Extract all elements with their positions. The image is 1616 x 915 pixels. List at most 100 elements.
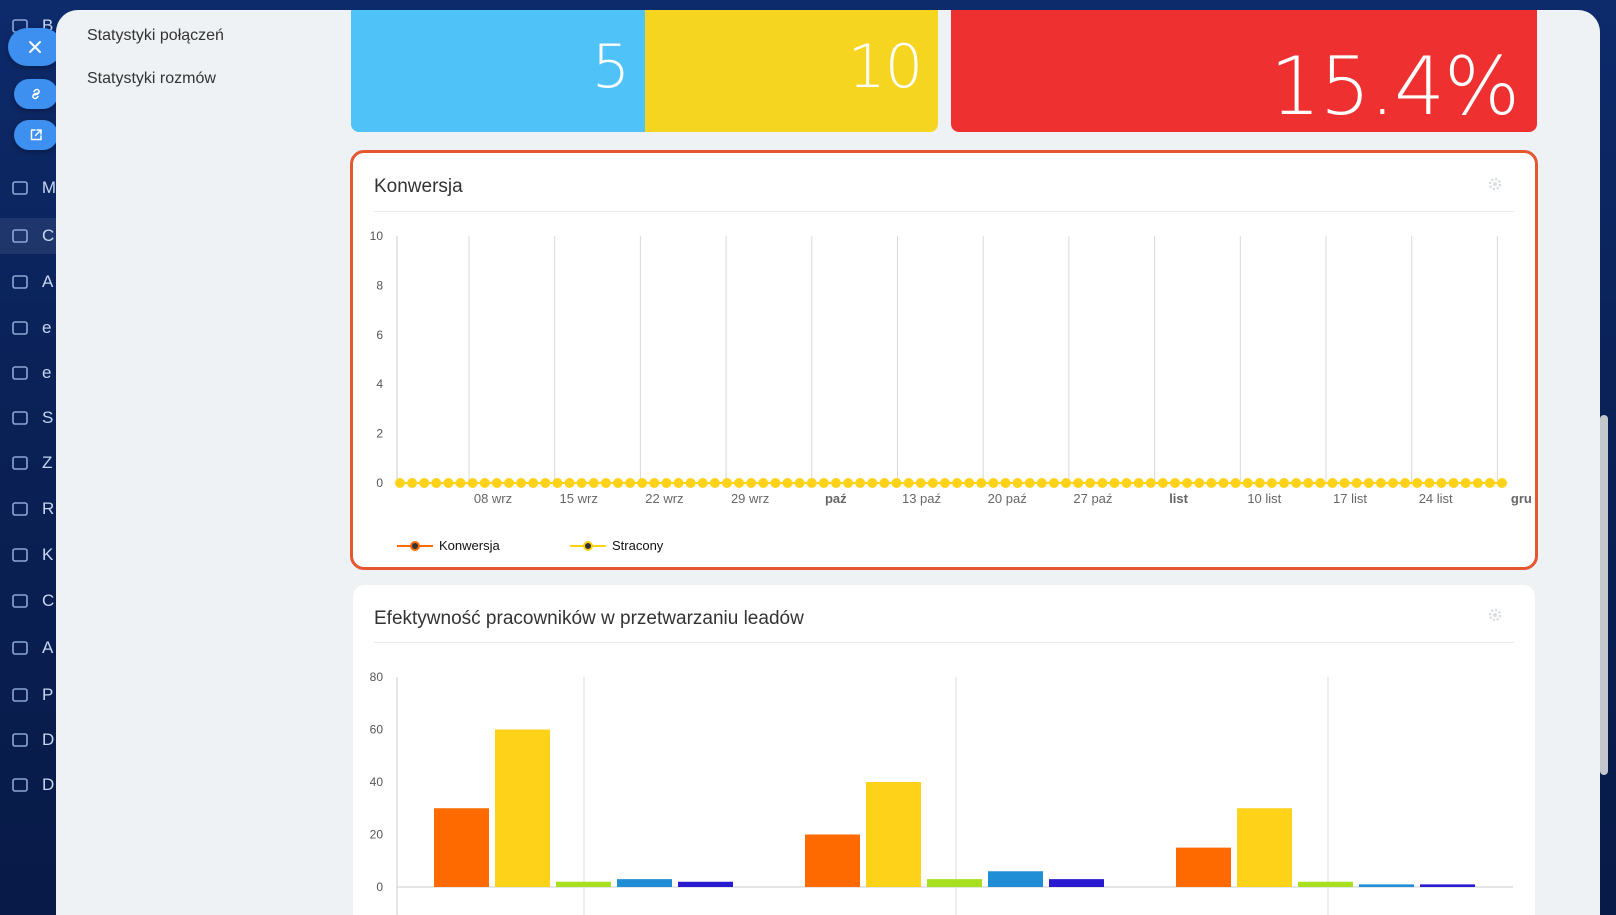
data-point	[1012, 478, 1023, 488]
data-point	[903, 478, 914, 488]
side-menu-item-call-stats[interactable]: Statystyki połączeń	[87, 27, 224, 44]
kpi-value: 10	[847, 32, 923, 102]
bar	[1298, 881, 1353, 887]
data-point	[431, 478, 442, 488]
nav-icon	[8, 543, 32, 567]
nav-icon	[8, 683, 32, 707]
x-tick-label: paź	[825, 491, 847, 506]
data-point	[528, 478, 539, 488]
data-point	[1230, 478, 1241, 488]
x-tick-label: 13 paź	[902, 491, 941, 506]
bar	[617, 879, 672, 887]
close-slider-button[interactable]	[8, 28, 62, 66]
data-point	[988, 478, 999, 488]
bar	[805, 834, 860, 887]
nav-label: B	[42, 16, 54, 35]
efficiency-bar-chart: 0 20 40 60 80	[370, 670, 1513, 915]
nav-icon	[8, 636, 32, 660]
data-point	[770, 478, 781, 488]
data-point	[1375, 478, 1386, 488]
nav-item[interactable]: S	[8, 400, 56, 436]
bar	[988, 871, 1043, 887]
scrollbar-thumb[interactable]	[1600, 415, 1608, 775]
nav-item[interactable]: M	[8, 170, 56, 206]
nav-label: e	[42, 363, 52, 382]
data-point	[952, 478, 963, 488]
bar	[495, 729, 550, 887]
data-point	[516, 478, 527, 488]
data-point	[479, 478, 490, 488]
nav-item[interactable]: K	[8, 537, 56, 573]
nav-icon	[8, 728, 32, 752]
data-point	[1133, 478, 1144, 488]
nav-item[interactable]: A	[8, 264, 56, 300]
data-point	[588, 478, 599, 488]
data-point	[867, 478, 878, 488]
gear-icon[interactable]	[1487, 607, 1503, 623]
data-point	[661, 478, 672, 488]
open-new-window-button[interactable]	[14, 120, 58, 150]
nav-item[interactable]: e	[8, 310, 56, 346]
link-icon	[32, 88, 40, 100]
nav-label: D	[42, 775, 55, 794]
gear-icon[interactable]	[1487, 176, 1503, 192]
data-point	[564, 478, 575, 488]
nav-icon	[8, 224, 32, 248]
legend-item-stracony[interactable]: Stracony	[570, 538, 743, 553]
nav-item[interactable]: P	[8, 677, 56, 713]
data-point	[1085, 478, 1096, 488]
data-point	[1182, 478, 1193, 488]
nav-item[interactable]: e	[8, 355, 56, 391]
nav-item[interactable]: D	[8, 722, 56, 758]
nav-icon	[8, 176, 32, 200]
kpi-value: 15.4%	[1269, 40, 1520, 133]
kpi-tile-yellow[interactable]: 10	[645, 10, 938, 132]
legend-item-konwersja[interactable]: Konwersja	[397, 538, 570, 553]
x-tick-label: 08 wrz	[474, 491, 512, 506]
data-point	[1242, 478, 1253, 488]
x-tick-label: gru	[1511, 491, 1532, 506]
nav-item[interactable]: R	[8, 491, 56, 527]
kpi-tile-red[interactable]: 15.4%	[951, 10, 1537, 133]
legend-label: Stracony	[612, 538, 664, 553]
y-tick-label: 40	[370, 775, 384, 789]
data-point	[685, 478, 696, 488]
data-point	[1448, 478, 1459, 488]
data-point	[1061, 478, 1072, 488]
legend-marker	[570, 540, 606, 551]
nav-item[interactable]: Z	[8, 445, 56, 481]
data-point	[843, 478, 854, 488]
card-divider	[374, 211, 1514, 212]
nav-icon	[8, 270, 32, 294]
data-point	[927, 478, 938, 488]
data-point	[782, 478, 793, 488]
side-menu-item-conversation-stats[interactable]: Statystyki rozmów	[87, 70, 216, 87]
legend-label: Konwersja	[439, 538, 500, 553]
data-point	[734, 478, 745, 488]
nav-icon	[8, 589, 32, 613]
data-point	[455, 478, 466, 488]
y-tick-label: 6	[376, 328, 383, 342]
data-point	[939, 478, 950, 488]
chart-legend: Konwersja Stracony	[397, 538, 743, 553]
legend-marker	[397, 540, 433, 551]
data-point	[576, 478, 587, 488]
data-point	[1388, 478, 1399, 488]
copy-link-button[interactable]	[14, 79, 58, 109]
bar	[1049, 879, 1104, 887]
data-point	[637, 478, 648, 488]
nav-item[interactable]: D	[8, 767, 56, 803]
kpi-tile-blue[interactable]: 5	[351, 10, 645, 132]
data-point	[1157, 478, 1168, 488]
card-title: Efektywność pracowników w przetwarzaniu …	[374, 608, 804, 629]
data-point	[1279, 478, 1290, 488]
data-point	[1073, 478, 1084, 488]
data-point	[1484, 478, 1495, 488]
data-point	[794, 478, 805, 488]
data-point	[1436, 478, 1447, 488]
nav-item[interactable]: C	[0, 218, 56, 254]
data-point	[830, 478, 841, 488]
nav-item[interactable]: A	[8, 630, 56, 666]
nav-item[interactable]: C	[8, 583, 56, 619]
